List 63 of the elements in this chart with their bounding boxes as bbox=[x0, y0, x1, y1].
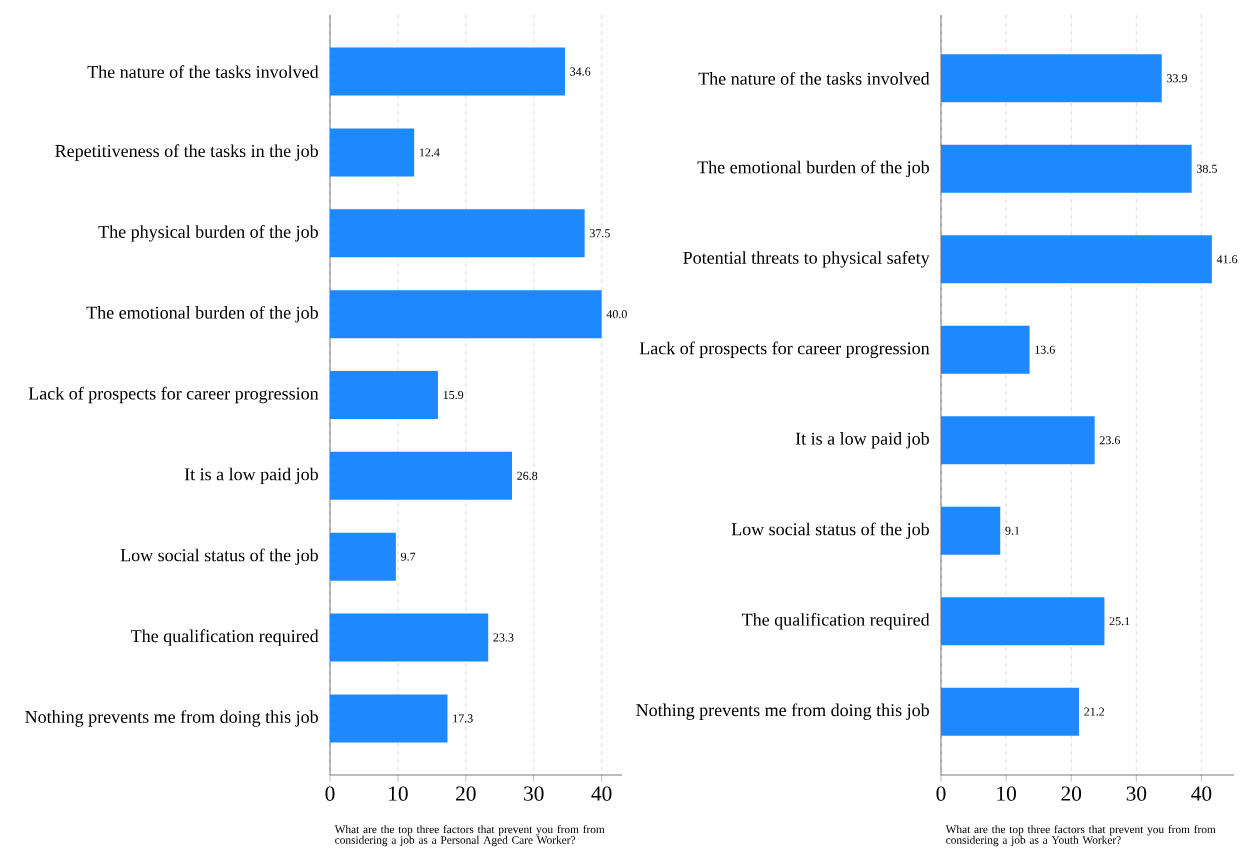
y-tick-label: Repetitiveness of the tasks in the job bbox=[55, 144, 318, 161]
data-label: 9.1 bbox=[1005, 526, 1020, 535]
x-tick-label: 0 bbox=[325, 786, 335, 801]
data-label: 40.0 bbox=[606, 310, 627, 319]
x-tick-label: 30 bbox=[524, 786, 544, 801]
data-label: 12.4 bbox=[419, 148, 440, 157]
y-tick-label: The nature of the tasks involved bbox=[698, 71, 930, 85]
x-tick-label: 40 bbox=[1191, 786, 1212, 801]
y-tick-label: Low social status of the job bbox=[731, 522, 929, 539]
x-tick-label: 20 bbox=[456, 786, 476, 801]
data-label: 25.1 bbox=[1109, 617, 1130, 626]
bar bbox=[941, 325, 1030, 374]
y-tick-label: Nothing prevents me from doing this job bbox=[25, 710, 318, 727]
data-label: 37.5 bbox=[589, 229, 610, 238]
bar bbox=[941, 54, 1162, 103]
bar bbox=[941, 144, 1192, 193]
bar bbox=[330, 694, 448, 743]
y-tick-label: Low social status of the job bbox=[120, 548, 318, 565]
x-tick-label: 0 bbox=[936, 786, 946, 801]
data-label: 38.5 bbox=[1196, 164, 1217, 173]
bar bbox=[941, 235, 1212, 284]
x-tick-label: 10 bbox=[997, 786, 1016, 801]
y-tick-label: It is a low paid job bbox=[184, 467, 318, 485]
y-tick-label: Lack of prospects for career progression bbox=[28, 386, 319, 404]
y-tick-label: It is a low paid job bbox=[795, 432, 929, 449]
data-label: 9.7 bbox=[400, 552, 416, 561]
y-tick-label: Nothing prevents me from doing this job bbox=[636, 703, 929, 720]
bar bbox=[941, 687, 1080, 736]
bar bbox=[941, 416, 1095, 465]
data-label: 33.9 bbox=[1167, 74, 1187, 83]
bar bbox=[330, 613, 489, 662]
bar bbox=[941, 506, 1001, 555]
bar bbox=[330, 47, 565, 96]
bar bbox=[330, 371, 438, 420]
y-tick-label: The qualification required bbox=[131, 629, 319, 646]
bar bbox=[330, 128, 415, 177]
x-tick-label: 30 bbox=[1126, 786, 1147, 801]
data-label: 15.9 bbox=[443, 390, 464, 400]
y-tick-label: The nature of the tasks involved bbox=[87, 65, 319, 79]
data-label: 26.8 bbox=[517, 471, 538, 480]
y-tick-label: The physical burden of the job bbox=[98, 225, 318, 242]
data-label: 21.2 bbox=[1084, 707, 1105, 716]
y-tick-label: The qualification required bbox=[742, 612, 930, 630]
bar bbox=[330, 451, 512, 500]
bar bbox=[330, 290, 602, 339]
bar bbox=[330, 532, 396, 581]
data-label: 41.6 bbox=[1216, 255, 1238, 264]
y-tick-label: The emotional burden of the job bbox=[697, 160, 929, 178]
data-label: 13.6 bbox=[1035, 345, 1055, 354]
x-tick-label: 40 bbox=[591, 786, 612, 801]
bar bbox=[941, 597, 1105, 646]
x-tick-label: 20 bbox=[1061, 786, 1082, 801]
x-axis-title: What are the top three factors that prevent you from from considering a job as a Personal Aged Care Worker? bbox=[334, 825, 605, 847]
x-axis-title: What are the top three factors that prevent you from from considering a job as a Youth Worker? bbox=[945, 825, 1216, 847]
data-label: 23.6 bbox=[1099, 436, 1121, 445]
x-tick-label: 10 bbox=[389, 786, 408, 801]
y-tick-label: The emotional burden of the job bbox=[86, 305, 318, 323]
y-tick-label: Lack of prospects for career progression bbox=[639, 341, 930, 359]
bar bbox=[330, 209, 585, 258]
y-tick-label: Potential threats to physical safety bbox=[683, 251, 930, 268]
data-label: 34.6 bbox=[570, 67, 591, 76]
data-label: 17.3 bbox=[453, 714, 473, 723]
data-label: 23.3 bbox=[493, 633, 514, 642]
